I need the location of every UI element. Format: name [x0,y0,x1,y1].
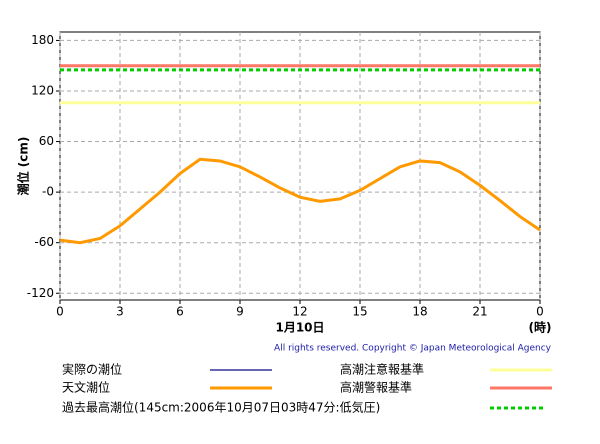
x-tick-label: 0 [56,305,64,319]
y-tick-label: -120 [27,286,54,300]
y-tick-label: -0 [42,185,54,199]
y-tick-label: 120 [31,83,54,97]
y-tick-label: -60 [34,235,54,249]
legend-label: 実際の潮位 [62,362,122,377]
x-tick-label: 21 [472,305,487,319]
y-tick-label: 180 [31,33,54,47]
x-tick-label: 0 [536,305,544,319]
x-tick-label: 15 [352,305,367,319]
series-line [59,157,541,245]
legend-label: 高潮注意報基準 [340,362,424,377]
x-tick-label: 6 [176,305,184,319]
x-tick-label: 18 [412,305,427,319]
x-tick-label: 3 [116,305,124,319]
y-tick-label: 60 [39,134,54,148]
legend-label: 過去最高潮位(145cm:2006年10月07日03時47分:低気圧) [62,400,380,415]
y-axis-label: 潮位 (cm) [16,137,31,196]
x-tick-label: 12 [292,305,307,319]
x-axis-label: 1月10日 [275,321,324,335]
copyright: All rights reserved. Copyright © Japan M… [274,344,552,354]
x-axis-unit: (時) [529,320,552,335]
x-tick-label: 9 [236,305,244,319]
legend-label: 天文潮位 [62,380,110,395]
legend-label: 高潮警報基準 [340,380,412,395]
